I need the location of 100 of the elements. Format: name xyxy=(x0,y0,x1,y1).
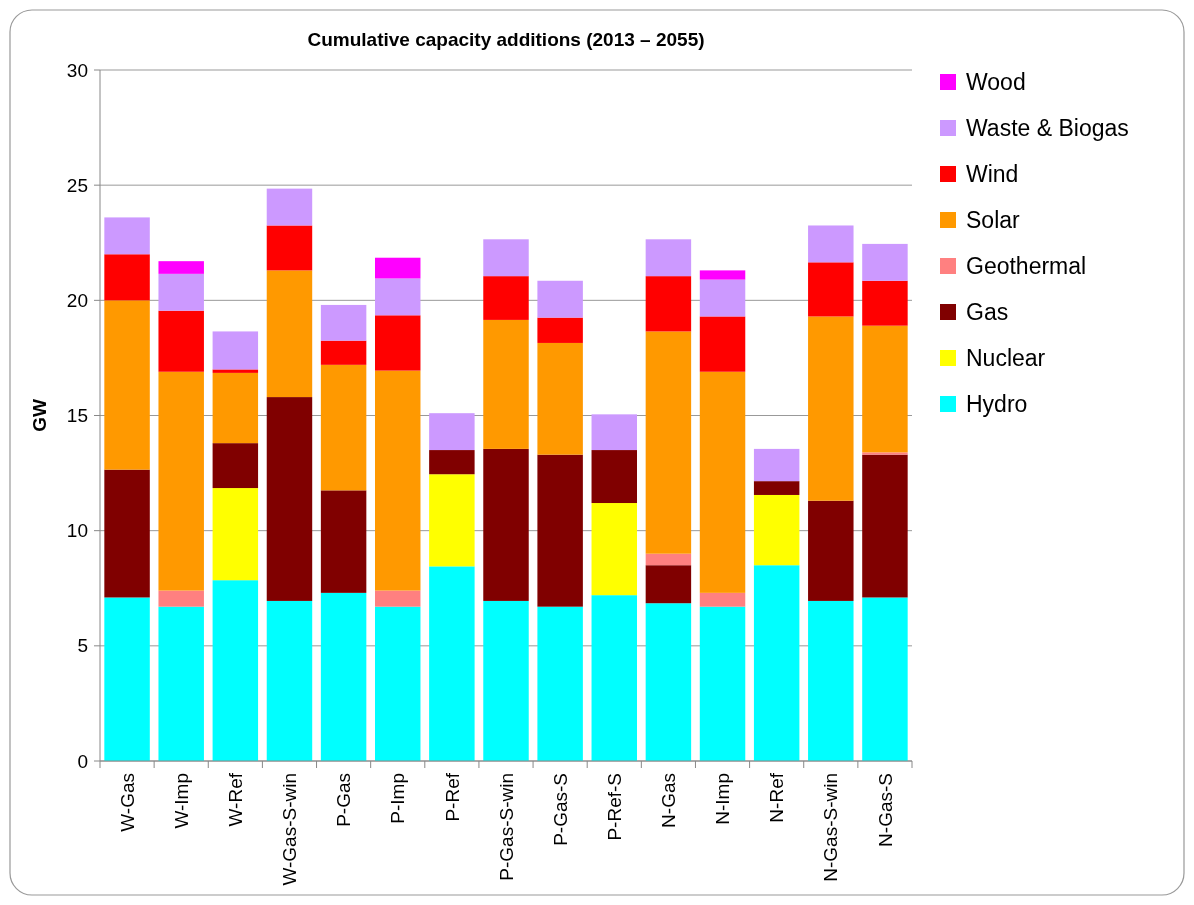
x-tick-label: N-Gas-S-win xyxy=(820,773,842,882)
bar xyxy=(320,592,367,761)
bar xyxy=(266,225,313,271)
legend-label: Hydro xyxy=(966,391,1028,418)
bar xyxy=(699,592,746,607)
bar xyxy=(591,503,637,596)
x-tick-label: N-Imp xyxy=(712,773,734,825)
bar xyxy=(212,372,259,444)
x-tick-label: W-Gas-S-win xyxy=(279,773,301,886)
bar xyxy=(483,600,529,761)
bar xyxy=(753,494,800,566)
legend-label: Solar xyxy=(966,207,1021,234)
bar xyxy=(753,565,800,761)
bar xyxy=(537,317,583,343)
bar xyxy=(375,590,421,607)
legend-label: Nuclear xyxy=(966,345,1046,372)
bar xyxy=(104,217,150,255)
legend-label: Waste & Biogas xyxy=(966,115,1129,142)
bar xyxy=(808,316,854,501)
bar xyxy=(212,443,259,489)
bar xyxy=(591,595,637,761)
x-tick-label: W-Ref xyxy=(224,772,246,827)
bar xyxy=(808,500,854,601)
bar xyxy=(158,261,204,274)
x-tick-label: W-Imp xyxy=(170,773,192,829)
bar xyxy=(212,331,259,370)
bar xyxy=(645,239,692,277)
bar xyxy=(645,553,692,566)
bar xyxy=(429,413,475,451)
legend-label: Wood xyxy=(966,69,1026,96)
bar xyxy=(158,273,204,311)
bar xyxy=(645,276,692,332)
bar xyxy=(320,490,367,593)
bar xyxy=(104,469,150,598)
bar xyxy=(699,316,746,372)
bar xyxy=(320,340,367,365)
bar xyxy=(158,606,204,761)
x-tick-label: W-Gas xyxy=(116,773,138,832)
y-tick-label: 25 xyxy=(66,174,88,196)
bar xyxy=(429,566,475,761)
bar xyxy=(266,397,313,601)
bar xyxy=(699,371,746,593)
bar xyxy=(483,276,529,320)
bar xyxy=(753,448,800,482)
bar xyxy=(429,474,475,567)
legend-label: Wind xyxy=(966,161,1019,188)
bar xyxy=(753,481,800,495)
bar xyxy=(320,304,367,341)
x-tick-label: P-Gas-S-win xyxy=(495,773,517,881)
bar xyxy=(429,450,475,475)
bar xyxy=(212,488,259,581)
bar xyxy=(537,280,583,318)
bar xyxy=(862,454,908,598)
y-tick-label: 30 xyxy=(66,59,88,81)
bar xyxy=(266,600,313,761)
legend-label: Gas xyxy=(966,299,1009,326)
bar xyxy=(104,254,150,301)
bar xyxy=(212,369,259,373)
x-tick-label: N-Ref xyxy=(766,772,788,823)
bar xyxy=(483,448,529,601)
y-tick-label: 10 xyxy=(66,520,88,542)
bar xyxy=(862,243,908,281)
y-axis-title: GW xyxy=(29,399,50,432)
chart-title: Cumulative capacity additions (2013 – 2055) xyxy=(307,29,705,50)
bar xyxy=(104,597,150,761)
bar xyxy=(591,450,637,504)
bar xyxy=(158,590,204,607)
x-tick-label: N-Gas-S xyxy=(874,773,896,847)
bar xyxy=(699,279,746,317)
bar xyxy=(212,580,259,761)
y-tick-label: 20 xyxy=(66,289,88,311)
bar xyxy=(266,270,313,398)
bar xyxy=(158,371,204,591)
y-tick-label: 5 xyxy=(77,635,88,657)
bar xyxy=(537,606,583,761)
bar xyxy=(537,454,583,607)
bar xyxy=(808,600,854,761)
bar xyxy=(862,325,908,453)
x-tick-label: P-Gas xyxy=(333,773,355,827)
bar xyxy=(375,257,421,279)
bar xyxy=(320,364,367,491)
bar xyxy=(104,300,150,470)
bar xyxy=(375,606,421,761)
bar xyxy=(862,280,908,326)
bar xyxy=(862,452,908,455)
bar xyxy=(158,310,204,372)
x-tick-label: P-Imp xyxy=(387,773,409,824)
bar xyxy=(808,225,854,263)
x-tick-label: P-Gas-S xyxy=(549,773,571,846)
y-tick-label: 0 xyxy=(77,750,88,772)
x-tick-label: N-Gas xyxy=(658,773,680,828)
x-tick-label: P-Ref-S xyxy=(603,773,625,841)
bar xyxy=(808,262,854,317)
bar xyxy=(645,603,692,761)
bar xyxy=(375,370,421,591)
bar xyxy=(645,331,692,554)
bar xyxy=(537,342,583,455)
bar xyxy=(483,319,529,449)
bar xyxy=(699,606,746,761)
bar xyxy=(483,239,529,277)
